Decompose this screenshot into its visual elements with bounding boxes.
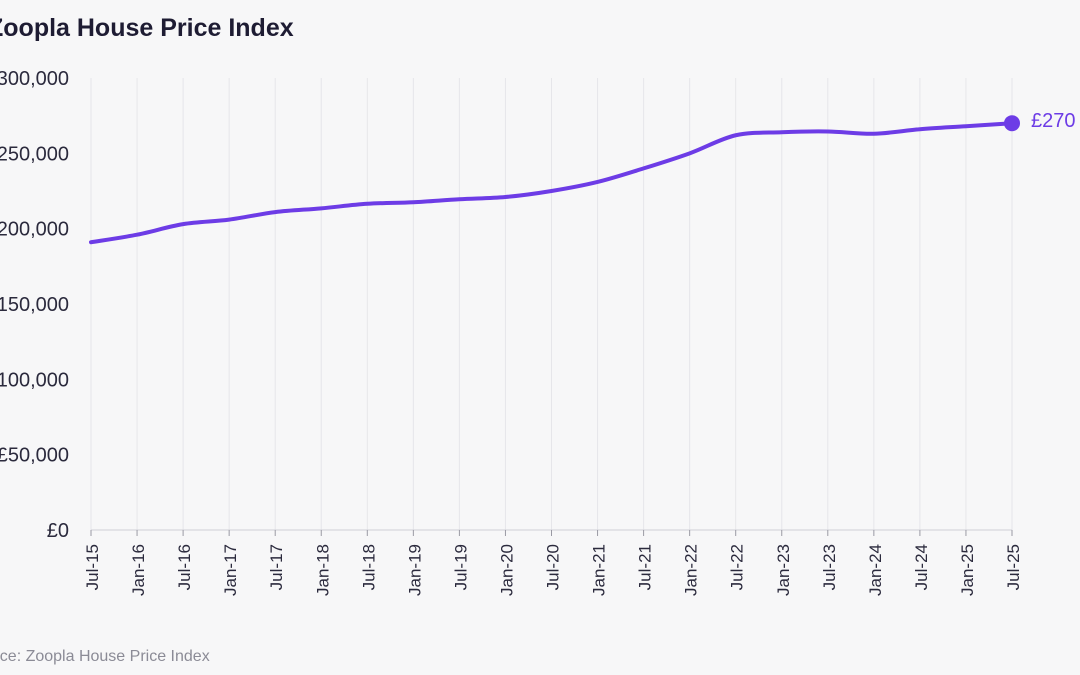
y-tick-label-4: £200,000 <box>0 219 69 241</box>
x-tick-label-16: Jul-23 <box>820 544 839 590</box>
x-tick-label-19: Jan-25 <box>958 544 977 596</box>
x-tick-label-20: Jul-25 <box>1004 544 1023 590</box>
end-value-label: £270 <box>1031 110 1076 132</box>
x-tick-label-9: Jan-20 <box>497 544 516 596</box>
x-tick-label-5: Jan-18 <box>313 544 332 596</box>
chart-source: Source: Zoopla House Price Index <box>0 648 210 665</box>
y-tick-label-5: £250,000 <box>0 143 69 165</box>
x-tick-label-8: Jul-19 <box>451 544 470 590</box>
x-tick-label-11: Jan-21 <box>590 544 609 596</box>
x-tick-label-1: Jan-16 <box>129 544 148 596</box>
x-tick-label-4: Jul-17 <box>267 544 286 590</box>
y-tick-label-0: £0 <box>47 520 69 542</box>
series-line <box>89 121 1014 245</box>
x-tick-label-13: Jan-22 <box>682 544 701 596</box>
x-tick-label-0: Jul-15 <box>83 544 102 590</box>
x-tick-label-10: Jul-20 <box>544 544 563 590</box>
end-point-marker <box>1004 115 1020 132</box>
x-tick-label-12: Jul-21 <box>636 544 655 590</box>
y-tick-label-1: £50,000 <box>0 445 69 467</box>
x-tick-label-17: Jan-24 <box>866 544 885 596</box>
x-tick-label-2: Jul-16 <box>175 544 194 590</box>
x-tick-label-3: Jan-17 <box>221 544 240 596</box>
x-tick-label-18: Jul-24 <box>912 544 931 590</box>
y-tick-label-3: £150,000 <box>0 294 69 316</box>
y-tick-label-2: £100,000 <box>0 369 69 391</box>
chart-title: Zoopla House Price Index <box>0 14 294 42</box>
x-tick-label-6: Jul-18 <box>359 544 378 590</box>
x-tick-label-14: Jul-22 <box>728 544 747 590</box>
x-tick-label-7: Jan-19 <box>405 544 424 596</box>
y-tick-label-6: £300,000 <box>0 68 69 90</box>
x-tick-label-15: Jan-23 <box>774 544 793 596</box>
